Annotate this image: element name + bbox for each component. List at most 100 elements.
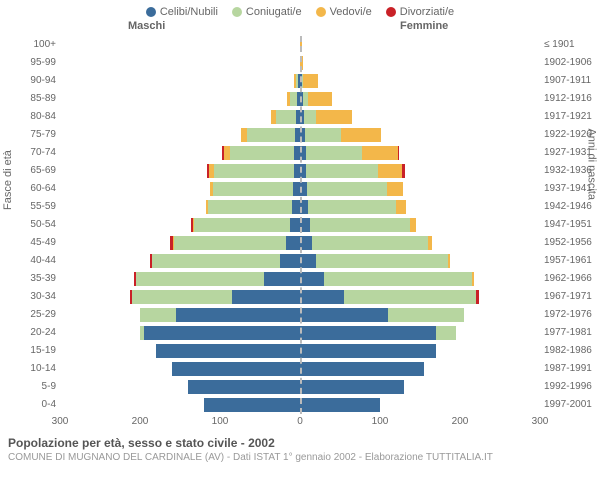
male-bar: [60, 128, 300, 142]
male-bar: [60, 164, 300, 178]
x-tick: 0: [297, 416, 303, 427]
segment-widowed: [428, 236, 432, 250]
age-labels: 100+95-9990-9485-8980-8475-7970-7465-696…: [6, 36, 60, 414]
segment-widowed: [316, 110, 352, 124]
female-bar: [300, 380, 540, 394]
x-tick: 300: [52, 416, 69, 427]
legend-item: Celibi/Nubili: [146, 6, 218, 18]
male-bar: [60, 308, 300, 322]
legend-label: Coniugati/e: [246, 6, 302, 18]
age-label: 85-89: [6, 90, 56, 108]
segment-single: [264, 272, 300, 286]
year-label: 1962-1966: [544, 270, 594, 288]
segment-single: [293, 182, 300, 196]
age-label: 15-19: [6, 342, 56, 360]
segment-married: [152, 254, 280, 268]
male-bar: [60, 110, 300, 124]
age-label: 30-34: [6, 288, 56, 306]
center-axis-line: [300, 36, 302, 414]
segment-single: [300, 362, 424, 376]
female-bar: [300, 326, 540, 340]
age-label: 90-94: [6, 72, 56, 90]
female-bar: [300, 56, 540, 70]
legend-swatch-icon: [232, 7, 242, 17]
segment-married: [388, 308, 464, 322]
segment-widowed: [341, 128, 381, 142]
segment-married: [308, 200, 396, 214]
age-label: 45-49: [6, 234, 56, 252]
year-label: 1997-2001: [544, 396, 594, 414]
segment-widowed: [472, 272, 474, 286]
chart-title: Popolazione per età, sesso e stato civil…: [8, 436, 592, 450]
year-label: 1967-1971: [544, 288, 594, 306]
female-bar: [300, 182, 540, 196]
segment-single: [300, 326, 436, 340]
year-label: 1942-1946: [544, 198, 594, 216]
year-label: 1952-1956: [544, 234, 594, 252]
segment-married: [132, 290, 232, 304]
female-bar: [300, 110, 540, 124]
legend-label: Divorziati/e: [400, 6, 454, 18]
y-axis-right-title: Anni di nascita: [586, 128, 598, 200]
segment-single: [300, 380, 404, 394]
male-bar: [60, 38, 300, 52]
male-bar: [60, 200, 300, 214]
segment-married: [276, 110, 296, 124]
header-male: Maschi: [128, 20, 165, 32]
segment-widowed: [362, 146, 398, 160]
header-female: Femmine: [400, 20, 448, 32]
year-label: ≤ 1901: [544, 36, 594, 54]
segment-married: [230, 146, 294, 160]
female-bar: [300, 236, 540, 250]
segment-widowed: [410, 218, 416, 232]
year-label: 1917-1921: [544, 108, 594, 126]
y-axis-left-title: Fasce di età: [2, 150, 14, 210]
female-bar: [300, 146, 540, 160]
segment-married: [306, 164, 378, 178]
year-label: 1982-1986: [544, 342, 594, 360]
year-label: 1992-1996: [544, 378, 594, 396]
legend: Celibi/Nubili Coniugati/e Vedovi/e Divorzia…: [0, 0, 600, 20]
legend-swatch-icon: [316, 7, 326, 17]
female-bar: [300, 290, 540, 304]
x-tick: 200: [132, 416, 149, 427]
segment-divorced: [402, 164, 404, 178]
male-bar: [60, 362, 300, 376]
age-label: 0-4: [6, 396, 56, 414]
age-label: 95-99: [6, 54, 56, 72]
segment-widowed: [308, 92, 332, 106]
male-bar: [60, 272, 300, 286]
year-label: 1907-1911: [544, 72, 594, 90]
segment-single: [204, 398, 300, 412]
x-tick: 200: [452, 416, 469, 427]
segment-married: [307, 182, 387, 196]
age-label: 80-84: [6, 108, 56, 126]
legend-label: Celibi/Nubili: [160, 6, 218, 18]
segment-married: [140, 308, 176, 322]
chart-footer: Popolazione per età, sesso e stato civil…: [0, 430, 600, 463]
female-bar: [300, 272, 540, 286]
male-bar: [60, 344, 300, 358]
year-label: 1947-1951: [544, 216, 594, 234]
male-bar: [60, 74, 300, 88]
segment-married: [214, 164, 294, 178]
legend-label: Vedovi/e: [330, 6, 372, 18]
male-bar: [60, 380, 300, 394]
female-bar: [300, 74, 540, 88]
male-bar: [60, 236, 300, 250]
year-label: 1957-1961: [544, 252, 594, 270]
segment-divorced: [476, 290, 479, 304]
segment-single: [300, 344, 436, 358]
segment-single: [144, 326, 300, 340]
year-label: 1972-1976: [544, 306, 594, 324]
female-bar: [300, 38, 540, 52]
legend-item: Divorziati/e: [386, 6, 454, 18]
segment-widowed: [387, 182, 403, 196]
age-label: 40-44: [6, 252, 56, 270]
segment-single: [300, 308, 388, 322]
segment-married: [174, 236, 286, 250]
segment-single: [300, 398, 380, 412]
column-headers: Maschi Femmine: [0, 20, 600, 36]
age-label: 5-9: [6, 378, 56, 396]
female-bar: [300, 128, 540, 142]
